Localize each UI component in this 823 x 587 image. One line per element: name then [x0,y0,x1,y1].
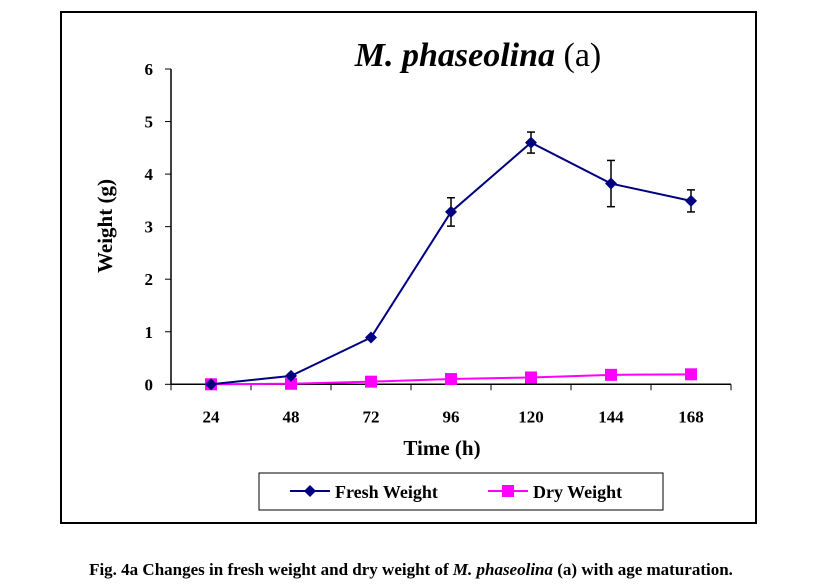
x-tick-label: 144 [598,407,624,426]
x-tick-label: 24 [203,407,221,426]
x-tick-label: 72 [363,407,380,426]
legend-label-fresh: Fresh Weight [335,482,438,502]
chart-frame [60,11,757,524]
x-tick-label: 96 [443,407,460,426]
data-point-dry [285,377,297,390]
data-point-fresh [685,194,697,207]
data-point-dry [445,373,457,386]
data-point-fresh [285,369,297,382]
data-point-fresh [365,331,377,344]
y-tick-label: 2 [145,270,154,289]
y-tick-label: 4 [145,165,154,184]
y-tick-label: 5 [145,113,154,132]
x-axis-label: Time (h) [403,436,480,460]
chart-title: M. phaseolina (a) [354,37,602,74]
data-point-dry [605,368,617,381]
x-tick-label: 48 [283,407,300,426]
y-tick-label: 0 [145,375,154,394]
legend-marker-dry [502,485,514,497]
data-point-dry [365,375,377,388]
data-point-dry [525,371,537,384]
legend: Fresh Weight Dry Weight [258,472,664,511]
data-point-fresh [605,177,617,190]
y-tick-label: 1 [145,323,154,342]
y-tick-label: 3 [145,218,154,237]
y-tick-label: 6 [145,60,154,79]
legend-label-dry: Dry Weight [533,482,622,502]
x-tick-label: 168 [678,407,704,426]
legend-marker-fresh [304,485,316,497]
data-point-fresh [205,378,217,391]
data-point-fresh [445,205,457,218]
data-point-dry [685,368,697,381]
x-tick-label: 120 [518,407,544,426]
figure-caption: Fig. 4a Changes in fresh weight and dry … [89,560,733,579]
series-line-fresh-weight [210,141,692,386]
y-axis-label: Weight (g) [93,179,117,273]
data-point-fresh [525,136,537,149]
